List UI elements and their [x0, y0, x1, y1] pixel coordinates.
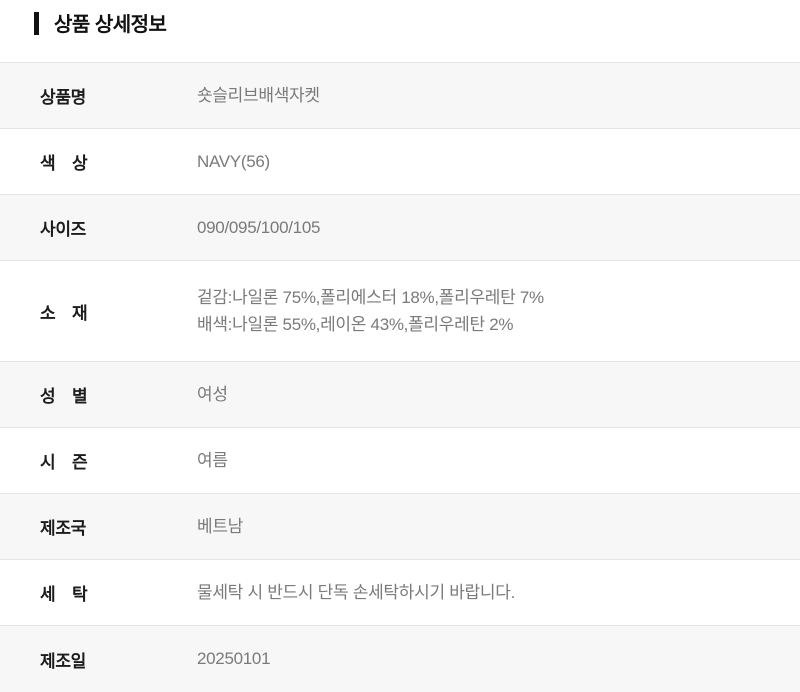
row-value: 여성	[197, 384, 228, 404]
row-label: 사이즈	[40, 220, 87, 239]
table-row-color: 색 상 NAVY(56)	[0, 128, 800, 194]
spec-table: 상품명 숏슬리브배색자켓 색 상 NAVY(56) 사이즈 090/095/10…	[0, 62, 800, 692]
row-value: 숏슬리브배색자켓	[197, 85, 320, 105]
page-title: 상품 상세정보	[54, 13, 167, 36]
row-value: 20250101	[197, 649, 271, 669]
row-label: 상품명	[40, 88, 87, 107]
table-row-gender: 성 별 여성	[0, 361, 800, 427]
title-accent-bar	[34, 12, 39, 35]
row-label: 소 재	[40, 303, 88, 323]
table-row-product-name: 상품명 숏슬리브배색자켓	[0, 62, 800, 128]
row-label: 제조일	[40, 651, 87, 671]
row-value: 물세탁 시 반드시 단독 손세탁하시기 바랍니다.	[197, 582, 515, 602]
table-row-season: 시 즌 여름	[0, 427, 800, 493]
row-value: 090/095/100/105	[197, 217, 321, 237]
table-row-size: 사이즈 090/095/100/105	[0, 194, 800, 260]
row-value: 겉감:나일론 75%,폴리에스터 18%,폴리우레탄 7% 배색:나일론 55%…	[197, 287, 544, 334]
row-label: 제조국	[40, 519, 87, 538]
row-value: 베트남	[197, 516, 244, 536]
section-header: 상품 상세정보	[0, 0, 800, 62]
row-label: 성 별	[40, 387, 88, 406]
row-label: 시 즌	[40, 453, 88, 472]
table-row-country: 제조국 베트남	[0, 493, 800, 559]
table-row-manufacture-date: 제조일 20250101	[0, 625, 800, 692]
section-header-inner: 상품 상세정보	[34, 12, 167, 36]
row-value: NAVY(56)	[197, 151, 270, 171]
row-label: 세 탁	[40, 585, 88, 604]
row-label: 색 상	[40, 154, 88, 173]
row-value: 여름	[197, 450, 228, 470]
table-row-washing: 세 탁 물세탁 시 반드시 단독 손세탁하시기 바랍니다.	[0, 559, 800, 625]
table-row-material: 소 재 겉감:나일론 75%,폴리에스터 18%,폴리우레탄 7% 배색:나일론…	[0, 260, 800, 361]
